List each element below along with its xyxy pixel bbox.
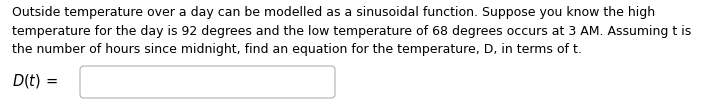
FancyBboxPatch shape: [80, 66, 335, 98]
Text: the number of hours since midnight, find an equation for the temperature, D, in : the number of hours since midnight, find…: [12, 43, 582, 56]
Text: temperature for the day is 92 degrees and the low temperature of 68 degrees occu: temperature for the day is 92 degrees an…: [12, 25, 691, 37]
Text: Outside temperature over a day can be modelled as a sinusoidal function. Suppose: Outside temperature over a day can be mo…: [12, 6, 655, 19]
Text: $D(t)$ =: $D(t)$ =: [12, 72, 57, 90]
